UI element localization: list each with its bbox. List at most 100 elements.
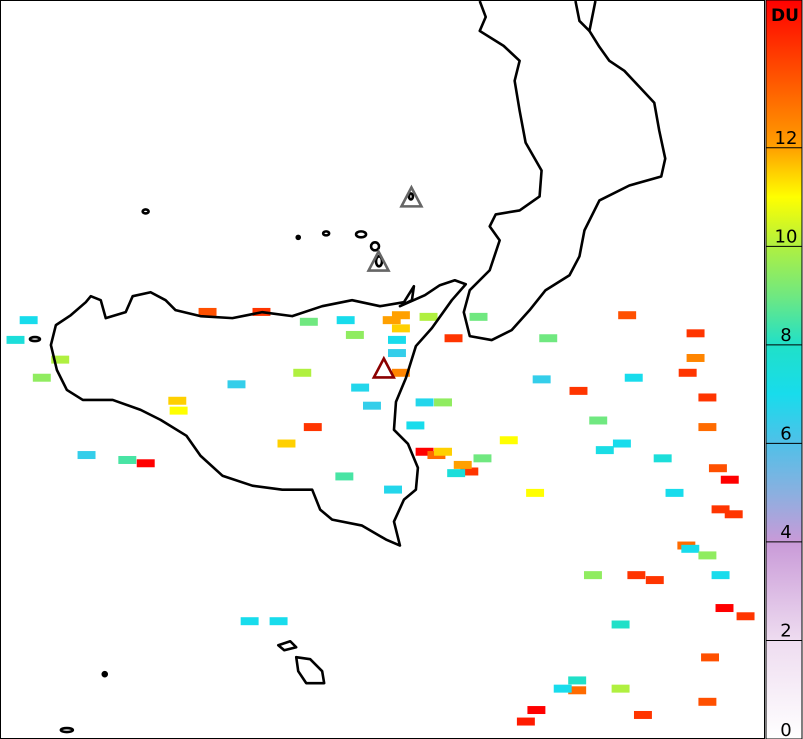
colorbar-tick-label: 4 xyxy=(780,522,791,543)
so2-pixel xyxy=(724,510,743,519)
so2-pixel xyxy=(473,454,492,463)
so2-pixel xyxy=(678,368,697,377)
so2-pixel xyxy=(419,312,438,321)
volcano-markers xyxy=(366,184,424,379)
so2-pixel xyxy=(415,447,434,456)
colorbar-tick-label: 6 xyxy=(780,423,791,444)
volcano-triangle-icon xyxy=(399,184,424,208)
so2-pixel xyxy=(701,653,720,662)
so2-pixel xyxy=(711,571,730,580)
so2-pixel xyxy=(391,324,410,333)
island xyxy=(59,726,75,734)
colorbar-tick-label: 8 xyxy=(780,325,791,346)
island xyxy=(407,192,415,201)
so2-pixel xyxy=(568,676,587,685)
so2-pixel xyxy=(384,485,402,494)
so2-pixel xyxy=(553,684,572,693)
so2-pixel xyxy=(589,416,608,425)
colorbar-tick-label: 10 xyxy=(775,226,798,247)
so2-pixel xyxy=(387,335,406,344)
so2-pixel xyxy=(708,464,727,473)
so2-pixel xyxy=(406,421,425,430)
so2-pixel xyxy=(391,368,410,377)
so2-pixel xyxy=(345,330,364,339)
so2-pixel xyxy=(611,684,630,693)
malta-coastline xyxy=(276,639,326,685)
so2-pixel xyxy=(415,398,434,407)
so2-pixel xyxy=(645,576,664,585)
so2-pixel xyxy=(720,475,739,484)
so2-pixel xyxy=(293,368,312,377)
so2-pixel xyxy=(681,544,700,553)
so2-pixel xyxy=(227,380,246,389)
so2-pixel xyxy=(532,375,551,384)
island xyxy=(101,670,109,678)
so2-pixel xyxy=(618,311,637,320)
so2-pixel xyxy=(363,401,381,410)
so2-pixel xyxy=(583,571,602,580)
so2-pixel xyxy=(624,373,643,382)
so2-map xyxy=(0,0,765,739)
so2-pixel xyxy=(568,686,587,695)
so2-pixel xyxy=(299,317,318,326)
so2-pixel xyxy=(612,439,631,448)
so2-pixel xyxy=(168,396,187,405)
so2-pixel xyxy=(169,406,188,415)
colorbar-unit: DU xyxy=(771,6,799,26)
so2-pixel xyxy=(303,423,322,432)
so2-pixel xyxy=(653,454,672,463)
so2-pixel xyxy=(453,460,472,469)
so2-pixel xyxy=(351,383,370,392)
so2-pixel xyxy=(336,316,355,325)
so2-pixel xyxy=(715,604,734,613)
calabria-coastline xyxy=(462,1,667,342)
colorbar-gradient xyxy=(765,0,803,739)
so2-pixel xyxy=(698,697,717,706)
island xyxy=(141,208,150,215)
so2-pixel xyxy=(198,307,217,316)
colorbar: DU 0 2 4 6 8 10 12 xyxy=(765,0,803,739)
so2-pixel xyxy=(269,617,288,626)
island xyxy=(374,255,384,268)
island xyxy=(28,335,42,343)
so2-pixel-layer xyxy=(6,307,755,726)
so2-pixel xyxy=(499,436,518,445)
so2-pixel xyxy=(434,398,452,407)
so2-pixel xyxy=(240,617,259,626)
so2-pixel xyxy=(77,451,96,460)
so2-pixel xyxy=(698,423,717,432)
so2-pixel xyxy=(19,316,38,325)
so2-pixel xyxy=(698,551,717,560)
sicily-coastline xyxy=(49,278,468,547)
so2-pixel xyxy=(711,505,730,514)
so2-pixel xyxy=(382,316,401,325)
colorbar-tick-label: 12 xyxy=(775,128,798,149)
so2-pixel xyxy=(118,455,137,464)
so2-pixel xyxy=(32,373,51,382)
so2-pixel xyxy=(595,446,614,455)
so2-pixel xyxy=(447,469,466,478)
so2-pixel xyxy=(736,612,755,621)
volcano-triangle-icon xyxy=(366,248,391,272)
so2-pixel xyxy=(516,717,535,726)
so2-pixel xyxy=(387,349,406,358)
so2-pixel xyxy=(665,488,684,497)
so2-pixel xyxy=(460,467,479,476)
so2-pixel xyxy=(444,334,463,343)
so2-pixel xyxy=(469,312,488,321)
so2-pixel xyxy=(686,329,705,338)
so2-pixel xyxy=(627,571,646,580)
island xyxy=(369,241,381,252)
island xyxy=(321,230,331,237)
so2-pixel xyxy=(6,335,25,344)
salento-coastline xyxy=(574,1,591,32)
so2-pixel xyxy=(526,488,545,497)
island xyxy=(354,230,368,239)
colorbar-tick-label: 0 xyxy=(780,720,791,739)
so2-pixel xyxy=(277,439,296,448)
so2-pixel xyxy=(698,393,717,402)
island xyxy=(295,234,302,241)
so2-pixel xyxy=(527,706,546,715)
so2-pixel xyxy=(633,710,652,719)
colorbar-tick-label: 2 xyxy=(780,620,791,641)
